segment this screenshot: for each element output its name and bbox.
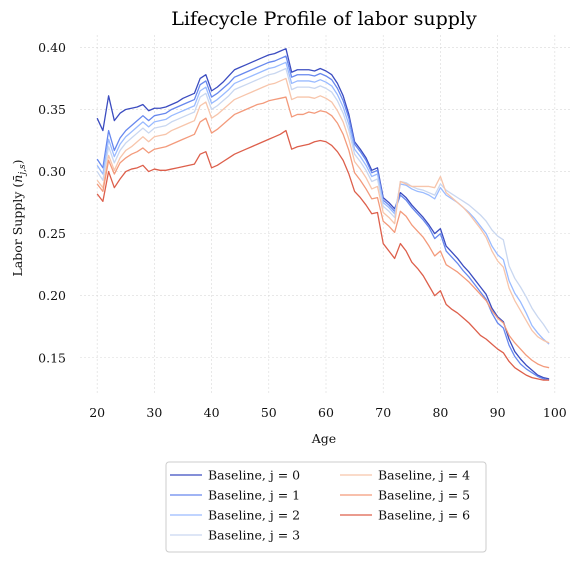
y-tick-label: 0.35 bbox=[38, 102, 66, 117]
series-line-j6 bbox=[96, 129, 550, 381]
y-tick-label: 0.40 bbox=[38, 40, 66, 55]
x-tick-label: 70 bbox=[375, 405, 391, 420]
x-tick-label: 60 bbox=[318, 405, 334, 420]
series-line-j3 bbox=[96, 67, 550, 334]
y-tick-label: 0.30 bbox=[38, 164, 66, 179]
legend-frame bbox=[165, 461, 487, 553]
series-line-j2 bbox=[96, 61, 550, 345]
legend-entry: Baseline, j = 4 bbox=[378, 468, 470, 483]
x-axis-label: Age bbox=[311, 431, 336, 446]
x-tick-label: 100 bbox=[543, 405, 567, 420]
series-lines bbox=[96, 48, 550, 381]
grid bbox=[80, 35, 572, 395]
series-line-j4 bbox=[96, 77, 550, 344]
legend-entry: Baseline, j = 3 bbox=[208, 528, 300, 543]
legend: Baseline, j = 0 Baseline, j = 1 Baseline, … bbox=[165, 461, 487, 553]
x-tick-label: 90 bbox=[490, 405, 506, 420]
series-line-j0 bbox=[96, 48, 550, 380]
series-line-j1 bbox=[96, 55, 550, 381]
legend-entry: Baseline, j = 0 bbox=[208, 468, 300, 483]
legend-entry: Baseline, j = 6 bbox=[378, 508, 470, 523]
y-tick-label: 0.25 bbox=[38, 226, 66, 241]
x-tick-label: 50 bbox=[261, 405, 277, 420]
x-tick-label: 30 bbox=[146, 405, 162, 420]
y-axis-ticks: 0.15 0.20 0.25 0.30 0.35 0.40 bbox=[38, 40, 66, 365]
y-tick-label: 0.20 bbox=[38, 288, 66, 303]
x-tick-label: 20 bbox=[89, 405, 105, 420]
x-axis-ticks: 20 30 40 50 60 70 80 90 100 bbox=[89, 405, 567, 420]
x-tick-label: 80 bbox=[432, 405, 448, 420]
legend-entry: Baseline, j = 5 bbox=[378, 488, 470, 503]
chart-title: Lifecycle Profile of labor supply bbox=[171, 8, 477, 30]
series-line-j5 bbox=[96, 96, 550, 369]
legend-entry: Baseline, j = 2 bbox=[208, 508, 300, 523]
y-axis-label: Labor Supply (n̄j,s) bbox=[10, 160, 28, 277]
legend-entry: Baseline, j = 1 bbox=[208, 488, 300, 503]
y-tick-label: 0.15 bbox=[38, 350, 66, 365]
x-tick-label: 40 bbox=[204, 405, 220, 420]
